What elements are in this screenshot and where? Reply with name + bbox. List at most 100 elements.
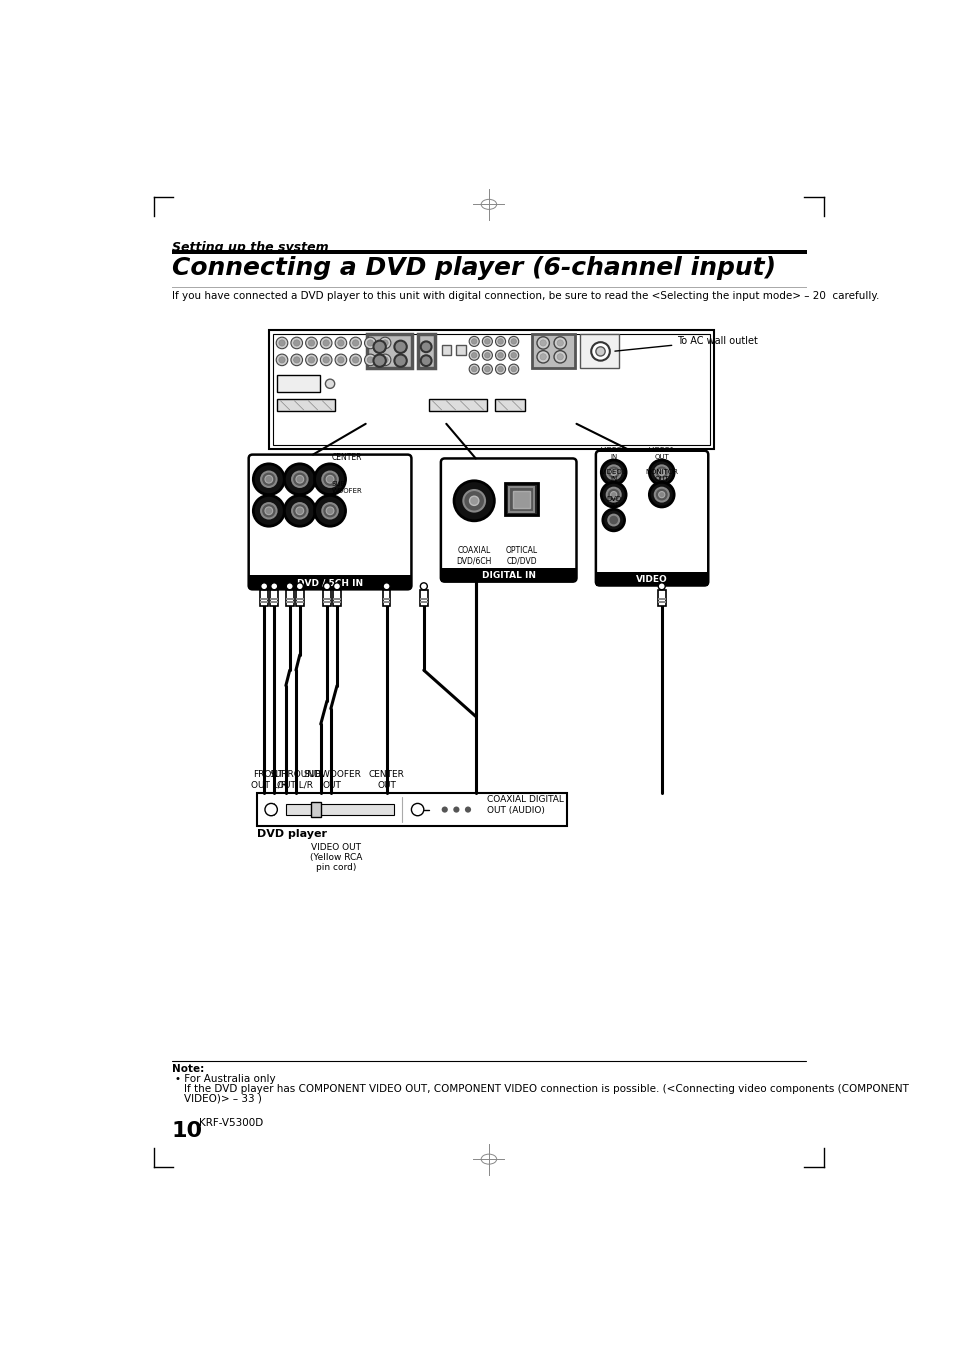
Circle shape xyxy=(320,354,332,366)
Circle shape xyxy=(654,487,668,502)
Text: SURROUND
OUT L/R: SURROUND OUT L/R xyxy=(269,769,321,790)
Circle shape xyxy=(508,350,518,360)
Circle shape xyxy=(353,340,358,346)
Circle shape xyxy=(394,340,406,352)
Circle shape xyxy=(260,583,268,590)
Circle shape xyxy=(420,342,431,352)
Text: DVD
IN: DVD IN xyxy=(605,497,620,509)
Circle shape xyxy=(364,354,375,366)
Circle shape xyxy=(610,470,617,475)
Circle shape xyxy=(649,460,674,485)
Text: VIDEO: VIDEO xyxy=(636,575,667,583)
Bar xyxy=(513,491,530,508)
Bar xyxy=(333,598,340,601)
Circle shape xyxy=(253,495,284,526)
Bar xyxy=(311,802,320,817)
Circle shape xyxy=(326,475,334,483)
Circle shape xyxy=(557,340,562,346)
Bar xyxy=(274,335,709,444)
Circle shape xyxy=(278,356,285,363)
Bar xyxy=(333,601,340,603)
Bar xyxy=(249,575,411,590)
Bar xyxy=(658,590,665,606)
Circle shape xyxy=(323,583,330,590)
Bar xyxy=(269,329,714,450)
Circle shape xyxy=(337,356,344,363)
Circle shape xyxy=(323,356,329,363)
Text: SURROUND: SURROUND xyxy=(277,564,321,574)
Text: VIDEO OUT
(Yellow RCA
pin cord): VIDEO OUT (Yellow RCA pin cord) xyxy=(310,842,362,872)
Text: MONITOR
OUT: MONITOR OUT xyxy=(644,470,678,482)
Circle shape xyxy=(658,470,664,475)
Text: VIDEO1
IN: VIDEO1 IN xyxy=(600,470,626,482)
Circle shape xyxy=(265,508,273,514)
Bar xyxy=(417,335,435,369)
Circle shape xyxy=(276,338,288,348)
Circle shape xyxy=(497,366,503,371)
Circle shape xyxy=(454,481,494,521)
Circle shape xyxy=(508,364,518,374)
Circle shape xyxy=(469,364,478,374)
Bar xyxy=(419,601,427,603)
Circle shape xyxy=(314,464,345,494)
Circle shape xyxy=(537,336,549,350)
Bar xyxy=(333,590,340,606)
Bar xyxy=(382,598,390,601)
Circle shape xyxy=(471,366,476,371)
Bar xyxy=(596,571,707,586)
Bar xyxy=(295,590,303,606)
Circle shape xyxy=(484,366,490,371)
Bar xyxy=(441,346,451,355)
Text: SUBWOOFER
OUT: SUBWOOFER OUT xyxy=(303,769,361,790)
Circle shape xyxy=(271,583,277,590)
Circle shape xyxy=(511,339,516,344)
Bar xyxy=(495,400,524,412)
Circle shape xyxy=(411,803,423,815)
Circle shape xyxy=(364,338,375,348)
Circle shape xyxy=(314,495,345,526)
Bar xyxy=(509,487,534,512)
Bar xyxy=(260,601,268,603)
Circle shape xyxy=(335,338,346,348)
Bar xyxy=(419,598,427,601)
Circle shape xyxy=(278,340,285,346)
Bar xyxy=(323,601,331,603)
Circle shape xyxy=(484,339,490,344)
Circle shape xyxy=(482,364,492,374)
Circle shape xyxy=(591,342,609,360)
Circle shape xyxy=(420,355,431,366)
Text: COAXIAL DIGITAL
OUT (AUDIO): COAXIAL DIGITAL OUT (AUDIO) xyxy=(487,795,563,814)
Circle shape xyxy=(441,806,447,813)
Text: KRF-V5300D: KRF-V5300D xyxy=(199,1118,263,1127)
Text: VIDEO1
OUT: VIDEO1 OUT xyxy=(648,447,674,460)
Circle shape xyxy=(557,354,562,360)
Circle shape xyxy=(602,509,624,531)
Bar xyxy=(172,250,806,254)
Circle shape xyxy=(381,356,388,363)
Bar xyxy=(323,590,331,606)
Circle shape xyxy=(464,806,471,813)
Circle shape xyxy=(294,356,299,363)
Circle shape xyxy=(292,504,307,518)
Circle shape xyxy=(482,350,492,360)
Circle shape xyxy=(654,466,668,479)
Circle shape xyxy=(537,351,549,363)
Bar xyxy=(532,335,575,369)
Circle shape xyxy=(381,340,388,346)
Bar xyxy=(286,598,294,601)
Circle shape xyxy=(265,475,273,483)
Text: VIDEO2
IN: VIDEO2 IN xyxy=(600,447,626,460)
Bar xyxy=(429,400,487,412)
Text: SUB
WOOFER: SUB WOOFER xyxy=(332,481,362,494)
Circle shape xyxy=(463,490,484,512)
Bar xyxy=(456,346,465,355)
Text: OPTICAL
CD/DVD: OPTICAL CD/DVD xyxy=(505,547,537,566)
Bar xyxy=(658,601,665,603)
Circle shape xyxy=(379,354,391,366)
Circle shape xyxy=(350,338,361,348)
Circle shape xyxy=(284,495,315,526)
Bar xyxy=(277,400,335,412)
Circle shape xyxy=(539,354,546,360)
Circle shape xyxy=(335,354,346,366)
Circle shape xyxy=(373,340,385,352)
